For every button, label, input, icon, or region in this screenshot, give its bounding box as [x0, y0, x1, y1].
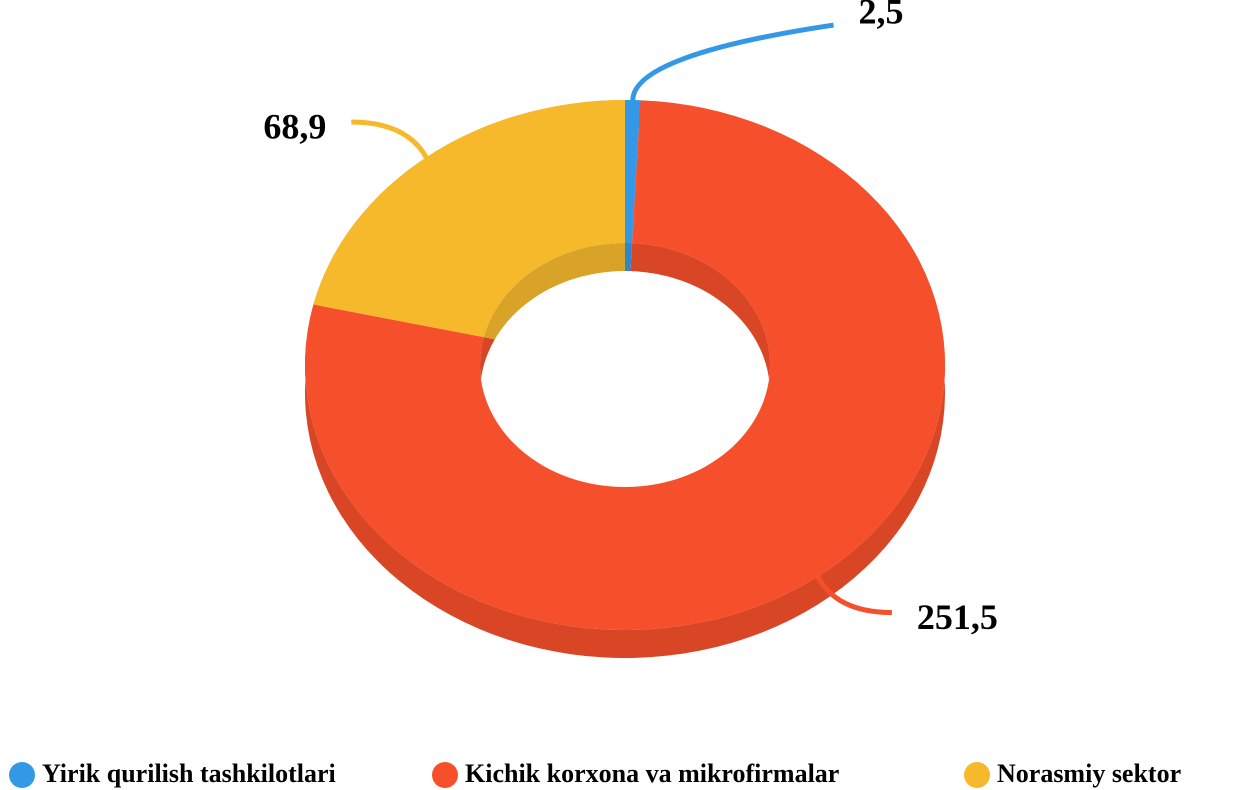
slice — [304, 100, 945, 631]
value-label: 2,5 — [859, 0, 904, 31]
slice — [313, 100, 625, 338]
legend-marker — [432, 762, 458, 788]
value-label: 68,9 — [263, 106, 326, 146]
legend-marker — [964, 762, 990, 788]
leader-line — [351, 119, 429, 159]
legend-label: Yirik qurilish tashkilotlari — [42, 759, 336, 788]
slice — [625, 100, 641, 244]
leader-line — [630, 22, 834, 101]
hole — [480, 271, 770, 487]
legend-label: Norasmiy sektor — [997, 759, 1181, 788]
legend-label: Kichik korxona va mikrofirmalar — [465, 759, 839, 788]
leader-line — [815, 575, 892, 616]
legend-marker — [9, 762, 35, 788]
value-label: 251,5 — [917, 597, 998, 637]
